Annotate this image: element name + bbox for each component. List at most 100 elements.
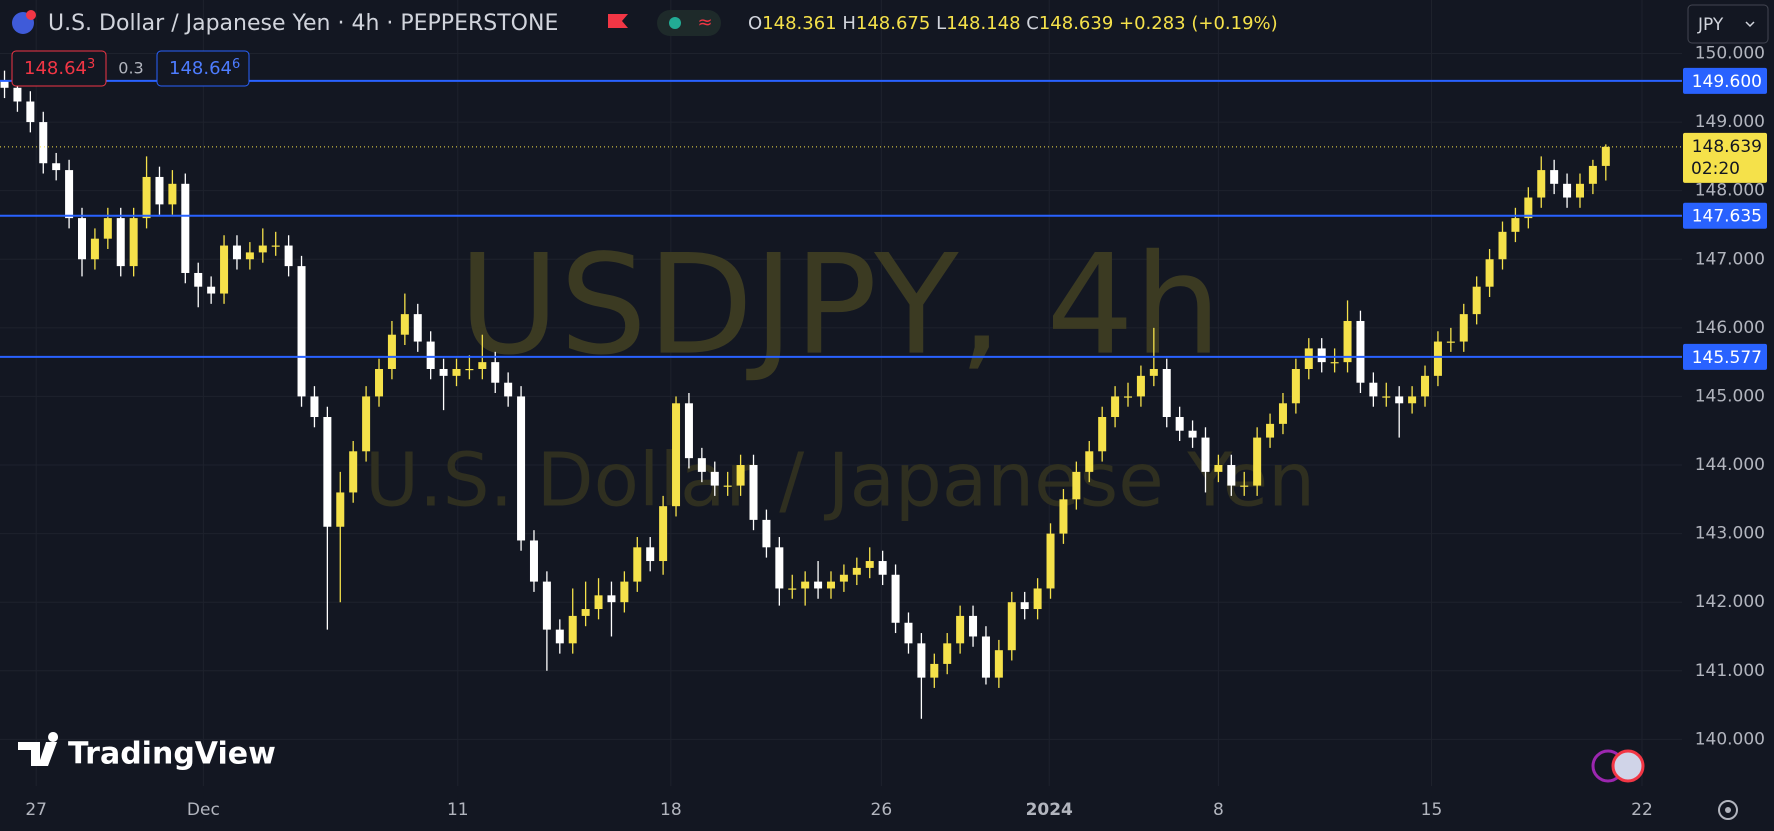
candle-body — [1356, 320, 1365, 383]
candle-body — [736, 465, 745, 486]
currency-label[interactable]: JPY — [1697, 15, 1724, 35]
y-tick-label: 142.000 — [1695, 592, 1765, 612]
candle-body — [142, 176, 151, 219]
candle-body — [90, 238, 99, 260]
candle-body — [620, 581, 629, 603]
candle-body — [633, 547, 642, 582]
candle-body — [1111, 396, 1120, 418]
hline-price-label: 145.577 — [1692, 348, 1762, 368]
candle-body — [1459, 314, 1468, 342]
logo-text: TradingView — [68, 737, 276, 772]
candle-body — [65, 170, 74, 219]
candle-body — [336, 492, 345, 527]
x-tick-label: 26 — [871, 800, 893, 820]
candle-body — [1162, 368, 1171, 418]
y-tick-label: 150.000 — [1695, 43, 1765, 63]
buy-price[interactable]: 148.646 — [169, 57, 240, 80]
candle-body — [465, 368, 474, 371]
close-label: C — [1026, 13, 1039, 34]
candle-body — [452, 368, 461, 376]
high-label: H — [842, 13, 856, 34]
candle-body — [181, 183, 190, 273]
candle-body — [943, 643, 952, 664]
settings-icon[interactable] — [1718, 800, 1738, 820]
candle-body — [981, 636, 990, 678]
candle-body — [1046, 533, 1055, 589]
candle-body — [478, 362, 487, 369]
hline-price-tag — [1683, 202, 1767, 229]
hline-price-label: 147.635 — [1692, 207, 1762, 227]
y-tick-label: 149.000 — [1695, 112, 1765, 132]
candle-body — [1343, 320, 1352, 363]
sell-price[interactable]: 148.643 — [24, 57, 95, 80]
candle-body — [594, 595, 603, 610]
candle-body — [129, 218, 138, 267]
buy-pip: 6 — [232, 57, 240, 72]
flag-icon[interactable] — [608, 14, 628, 28]
candle-body — [917, 643, 926, 678]
status-icon: ≈ — [697, 12, 712, 33]
candle-body — [1278, 403, 1287, 424]
sell-pip: 3 — [87, 57, 95, 72]
hline-price-label: 149.600 — [1692, 72, 1762, 92]
symbol-title[interactable]: U.S. Dollar / Japanese Yen · 4h · PEPPER… — [48, 11, 558, 36]
buy-button[interactable] — [156, 50, 250, 87]
candle-body — [0, 80, 9, 88]
flag-badge[interactable] — [1611, 749, 1645, 783]
overlay: U.S. Dollar / Japanese Yen · 4h · PEPPER… — [11, 4, 1769, 820]
candle-body — [1421, 375, 1430, 397]
x-tick-label: 8 — [1213, 800, 1224, 820]
candle-body — [646, 547, 655, 562]
candle-body — [684, 403, 693, 459]
candle-body — [1304, 348, 1313, 369]
candle-body — [258, 245, 267, 253]
candle-body — [155, 176, 164, 205]
sell-button[interactable] — [11, 50, 107, 87]
candle-body — [697, 458, 706, 472]
sell-price-main: 148.64 — [24, 58, 87, 79]
candle-body — [220, 245, 229, 294]
candle-body — [581, 609, 590, 616]
open-value: 148.361 — [762, 13, 836, 34]
candle-body — [413, 314, 422, 342]
x-tick-label: 18 — [660, 800, 682, 820]
candle-body — [956, 615, 965, 644]
candle-body — [1149, 368, 1158, 376]
candle-body — [762, 519, 771, 548]
status-pill[interactable] — [657, 10, 721, 36]
candle-body — [1563, 183, 1572, 198]
currency-caret — [1745, 21, 1755, 28]
candle-body — [1601, 146, 1610, 166]
candle-body — [1369, 382, 1378, 397]
candle-body — [1214, 465, 1223, 472]
candle-body — [1498, 231, 1507, 260]
candle-body — [1575, 183, 1584, 198]
low-value: 148.148 — [946, 13, 1020, 34]
ohlc-legend: O148.361 H148.675 L148.148 C148.639 +0.2… — [748, 13, 1278, 34]
candle-body — [426, 341, 435, 369]
candle-body — [1266, 423, 1275, 438]
candle-body — [1240, 485, 1249, 487]
candle-body — [826, 581, 835, 589]
candle-body — [1188, 430, 1197, 438]
candle-body — [245, 252, 254, 260]
currency-button[interactable] — [1687, 4, 1769, 44]
candle-body — [116, 218, 125, 267]
candle-body — [568, 615, 577, 644]
candle-body — [1446, 341, 1455, 343]
candle-body — [1020, 602, 1029, 610]
candle-body — [1072, 471, 1081, 500]
candle-body — [1408, 396, 1417, 404]
candle-body — [400, 314, 409, 335]
candle-body — [1550, 170, 1559, 184]
candle-body — [284, 245, 293, 267]
candle-body — [1291, 368, 1300, 404]
candle-body — [1124, 396, 1133, 398]
candle-body — [749, 465, 758, 520]
hline-price-tag — [1683, 343, 1767, 370]
candle-body — [52, 163, 61, 171]
candle-body — [1472, 286, 1481, 315]
candle-body — [852, 567, 861, 575]
candle-body — [323, 417, 332, 527]
